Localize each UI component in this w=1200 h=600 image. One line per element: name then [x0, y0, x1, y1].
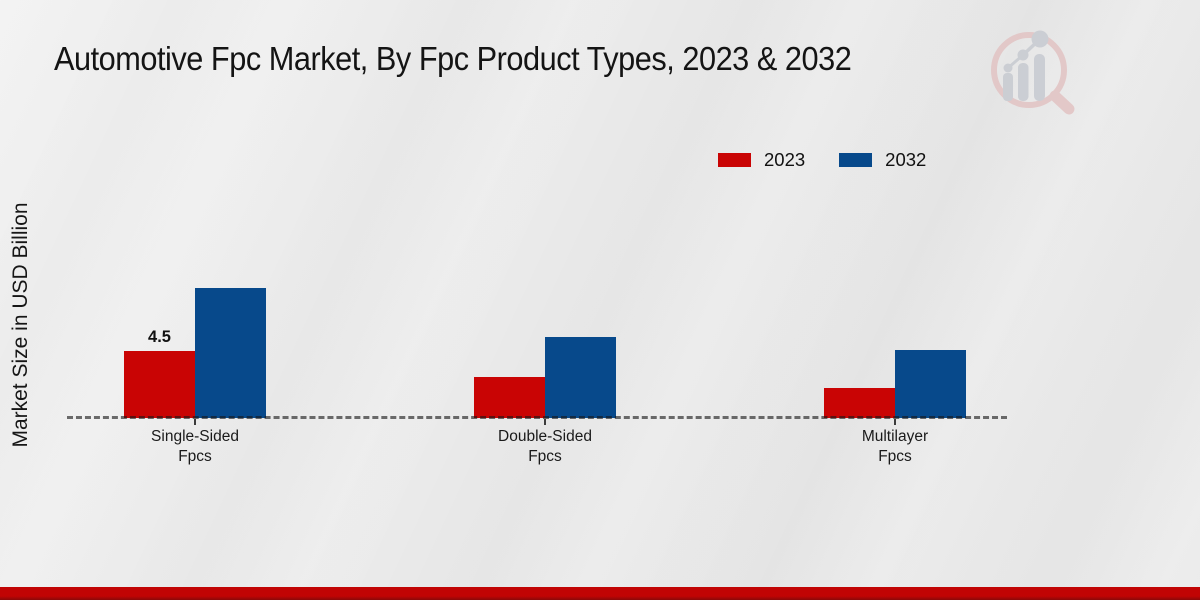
x-axis-tick	[194, 419, 196, 425]
bar-2032-single-sided	[195, 288, 266, 418]
bar-2023-double-sided	[474, 377, 545, 418]
legend-swatch-2023	[718, 153, 751, 167]
legend-item-2032: 2032	[839, 149, 926, 171]
legend-swatch-2032	[839, 153, 873, 167]
chart-title: Automotive Fpc Market, By Fpc Product Ty…	[54, 40, 852, 77]
legend-label-2023: 2023	[764, 149, 806, 170]
legend-label-2032: 2032	[885, 149, 927, 170]
x-category-label-single-sided: Single-Sided Fpcs	[151, 428, 239, 465]
magnifier-bar-chart-icon	[991, 30, 1075, 115]
bar-2032-multilayer	[895, 350, 966, 418]
bar-2023-single-sided	[124, 351, 195, 418]
bar-2032-double-sided	[545, 337, 616, 418]
legend: 2023 2032	[718, 149, 926, 171]
x-axis-tick	[894, 419, 896, 425]
bar-2023-multilayer	[824, 388, 895, 418]
x-axis-tick	[544, 419, 546, 425]
zero-axis-dashed-line	[67, 416, 1007, 419]
legend-item-2023: 2023	[718, 149, 805, 171]
bar-value-label: 4.5	[148, 328, 171, 346]
bottom-accent-bar	[0, 587, 1200, 600]
x-category-label-multilayer: Multilayer Fpcs	[861, 428, 929, 465]
x-category-label-double-sided: Double-Sided Fpcs	[498, 428, 592, 465]
